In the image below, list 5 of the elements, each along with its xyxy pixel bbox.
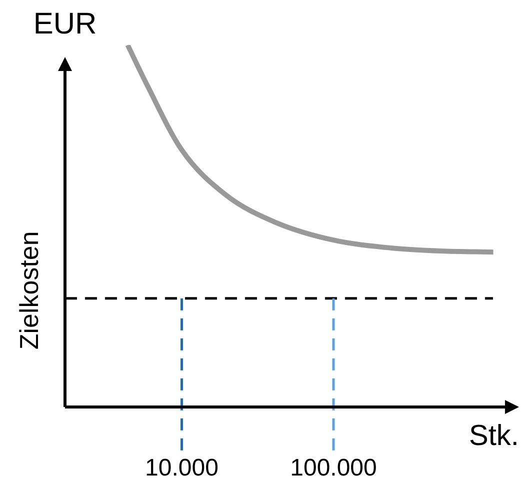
ref-line-label: Zielkosten — [14, 231, 44, 350]
y-axis-title: EUR — [33, 7, 97, 40]
x-tick-label: 10.000 — [145, 454, 218, 482]
x-tick-label: 100.000 — [290, 454, 377, 482]
x-axis-title: Stk. — [469, 420, 519, 452]
